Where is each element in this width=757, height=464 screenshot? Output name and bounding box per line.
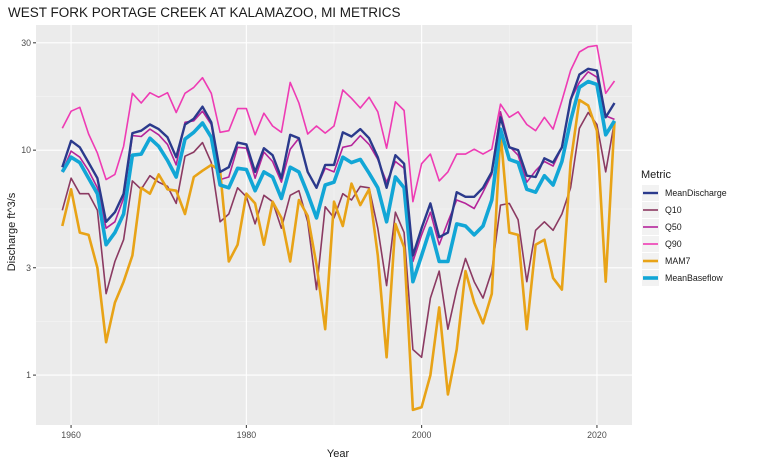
series-line-q50	[61, 71, 615, 263]
series-line-meandischarge	[61, 67, 616, 257]
x-axis: 1960 1980 2000 2020	[61, 425, 607, 440]
legend-label-q50: Q50	[665, 222, 682, 232]
legend-label-meanbaseflow: MeanBaseflow	[665, 273, 723, 283]
legend-label-q10: Q10	[665, 205, 682, 215]
series-layer	[60, 44, 617, 412]
y-tick-label: 30	[21, 38, 31, 48]
series-line-q10	[61, 111, 616, 359]
y-axis-title: Discharge ft^3/s	[6, 192, 18, 271]
chart-title: WEST FORK PORTAGE CREEK AT KALAMAZOO, MI…	[8, 5, 401, 20]
series-line-q90	[61, 44, 616, 203]
y-axis: 1 3 10 30	[21, 38, 36, 380]
series-line-mam7	[61, 98, 616, 412]
series-line-meanbaseflow	[60, 79, 617, 284]
y-tick-label: 1	[26, 370, 31, 380]
x-tick-label: 2020	[587, 430, 607, 440]
x-tick-label: 1980	[237, 430, 257, 440]
legend-label-mam7: MAM7	[665, 256, 691, 266]
x-axis-title: Year	[327, 448, 350, 460]
x-tick-label: 1960	[61, 430, 81, 440]
y-tick-label: 10	[21, 145, 31, 155]
y-tick-label: 3	[26, 263, 31, 273]
legend-label-q90: Q90	[665, 239, 682, 249]
x-tick-label: 2000	[412, 430, 432, 440]
legend-title: Metric	[641, 169, 671, 181]
legend: Metric MeanDischarge Q10 Q50 Q90 MAM7 MeanBas…	[641, 169, 727, 286]
legend-label-meandischarge: MeanDischarge	[665, 188, 727, 198]
